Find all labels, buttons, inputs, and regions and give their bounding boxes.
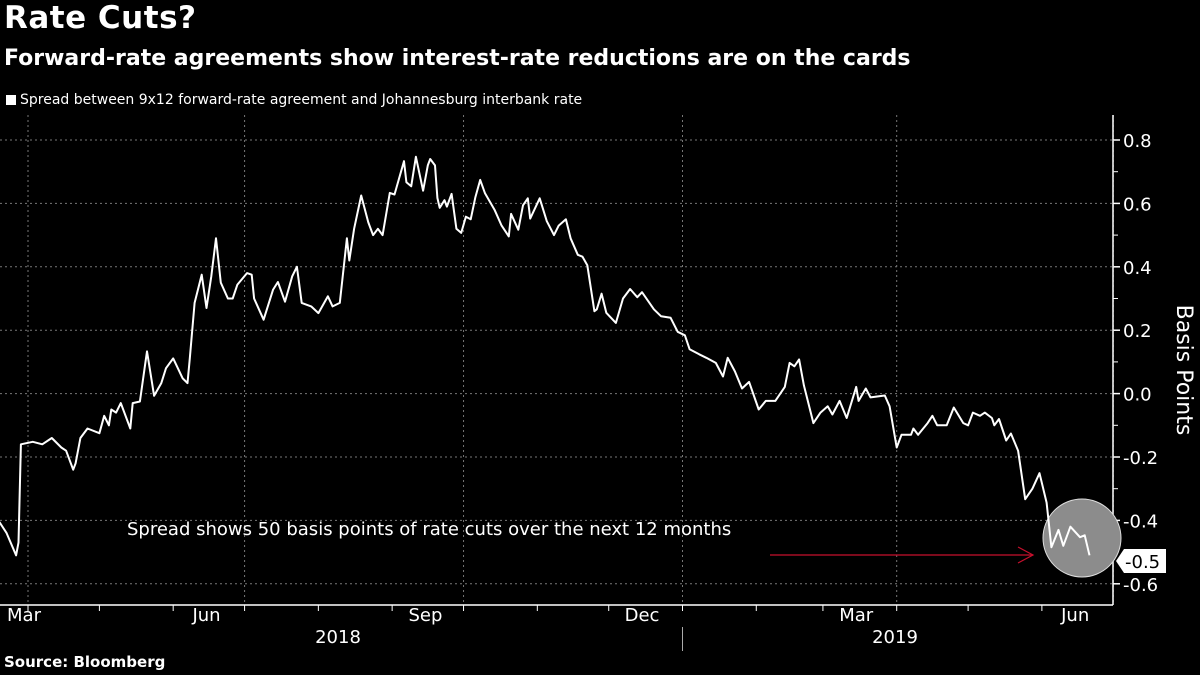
- annotation-text: Spread shows 50 basis points of rate cut…: [127, 519, 731, 540]
- y-tick-label: 0.4: [1123, 258, 1152, 279]
- y-tick-label: -0.4: [1123, 511, 1158, 532]
- legend-swatch: [6, 95, 16, 105]
- series-line: [0, 155, 1091, 557]
- y-tick-label: 0.2: [1123, 321, 1152, 342]
- x-tick-label: Mar: [839, 605, 874, 626]
- chart-subtitle: Forward-rate agreements show interest-ra…: [4, 46, 911, 71]
- x-tick-label: Dec: [625, 605, 660, 626]
- y-tick-label: 0.0: [1123, 385, 1152, 406]
- y-tick-label: -0.6: [1123, 575, 1158, 596]
- y-tick-label: -0.2: [1123, 448, 1158, 469]
- source-note: Source: Bloomberg: [4, 653, 166, 671]
- x-tick-label: Jun: [1060, 605, 1089, 626]
- x-year-label: 2018: [315, 627, 361, 648]
- x-tick-label: Mar: [7, 605, 42, 626]
- last-value-badge: [1116, 549, 1166, 573]
- y-tick-label: 0.8: [1123, 131, 1152, 152]
- x-year-label: 2019: [872, 627, 918, 648]
- y-axis-title: Basis Points: [1171, 305, 1196, 436]
- highlight-circle: [1042, 498, 1122, 578]
- y-tick-label: 0.6: [1123, 194, 1152, 215]
- legend: Spread between 9x12 forward-rate agreeme…: [6, 92, 582, 108]
- last-value-label: -0.5: [1125, 552, 1160, 573]
- annotation-arrowhead: [1017, 546, 1035, 564]
- chart-title: Rate Cuts?: [4, 0, 197, 36]
- legend-label: Spread between 9x12 forward-rate agreeme…: [20, 92, 583, 108]
- x-tick-label: Sep: [408, 605, 442, 626]
- x-tick-label: Jun: [191, 605, 220, 626]
